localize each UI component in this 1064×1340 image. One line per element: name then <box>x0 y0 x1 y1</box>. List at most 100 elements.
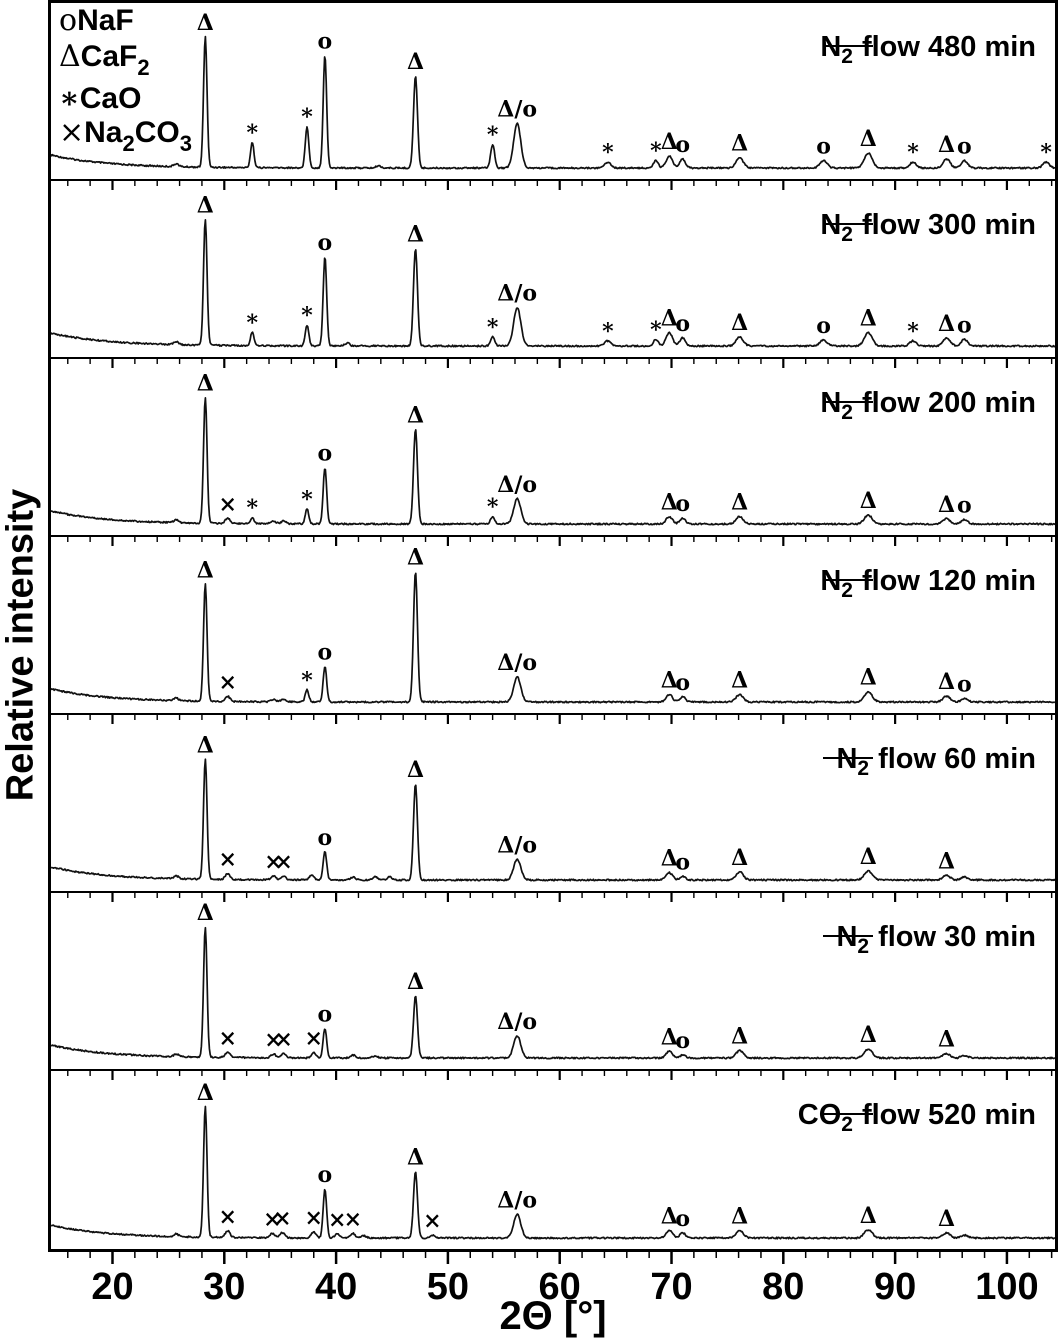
peak-marker: o <box>318 639 333 665</box>
peak-marker: o <box>675 1206 690 1232</box>
peak-marker: × <box>264 1027 282 1053</box>
peak-marker: Δ/o <box>497 281 537 307</box>
peak-marker: Δ/o <box>497 97 537 123</box>
panel-plot: Δ× ×× ×oΔΔ/oΔo Δ Δ ΔN2 flow 30 min <box>51 893 1055 1060</box>
peak-marker: ∗ <box>299 298 314 324</box>
series-legend-label: N2 flow 480 min <box>820 31 1036 68</box>
diffraction-trace <box>51 1105 1055 1240</box>
peak-marker: o <box>675 311 690 337</box>
peak-marker: Δ <box>407 1144 424 1170</box>
peak-marker: × <box>218 1025 236 1051</box>
peak-marker: Δ <box>938 849 955 875</box>
peak-marker: ∗ <box>299 482 314 508</box>
peak-marker: Δ <box>860 1203 877 1229</box>
peak-marker: × <box>273 1206 291 1232</box>
peak-marker: Δ <box>407 221 424 247</box>
peak-marker: o <box>957 671 972 697</box>
phase-legend-entry: ∗CaO <box>59 81 141 116</box>
peak-marker: Δ <box>197 370 214 396</box>
peak-marker: Δ <box>860 306 877 332</box>
peak-marker: ∗ <box>905 314 920 340</box>
peak-marker: Δ/o <box>497 1187 537 1213</box>
peak-marker: Δ <box>938 492 955 518</box>
peak-marker: × <box>328 1207 346 1233</box>
peak-marker: Δ <box>938 1206 955 1232</box>
series-legend-label: CO2 flow 520 min <box>798 1099 1036 1136</box>
peak-marker: Δ <box>407 402 424 428</box>
peak-marker: o <box>318 230 333 256</box>
peak-marker: ∗ <box>485 117 500 143</box>
y-axis-label: Relative intensity <box>0 488 42 802</box>
tick-label: 90 <box>874 1266 916 1302</box>
peak-marker: Δ <box>197 557 214 583</box>
peak-marker: Δ/o <box>497 472 537 498</box>
tick-label: 40 <box>315 1266 357 1302</box>
peak-marker: o <box>675 1028 690 1054</box>
peak-marker: ∗ <box>245 491 260 517</box>
peak-marker: Δ <box>407 545 424 571</box>
tick-label: 80 <box>762 1266 804 1302</box>
peak-marker: Δ <box>938 1027 955 1053</box>
peak-marker: × <box>304 1026 322 1052</box>
peak-marker: Δ <box>731 845 748 871</box>
peak-marker: Δ <box>938 132 955 158</box>
peak-marker: ∗ <box>600 135 615 161</box>
peak-marker: Δ <box>661 129 678 155</box>
peak-marker: Δ <box>661 490 678 516</box>
peak-marker: o <box>816 134 831 160</box>
panel-plot: Δ× ××oΔΔ/oΔo Δ Δ ΔN2 flow 60 min <box>51 715 1055 882</box>
series-legend-label: N2 flow 120 min <box>820 565 1036 602</box>
peak-marker: Δ <box>731 490 748 516</box>
diffraction-trace <box>51 758 1055 882</box>
peak-marker: Δ <box>661 306 678 332</box>
diffraction-trace <box>51 926 1055 1060</box>
peak-marker: ∗ <box>600 314 615 340</box>
peak-marker: Δ <box>731 1024 748 1050</box>
peak-marker: Δ <box>197 192 214 218</box>
peak-marker: Δ <box>731 668 748 694</box>
peak-marker: × <box>218 669 236 695</box>
peak-marker: Δ <box>197 900 214 926</box>
peak-marker: o <box>675 491 690 517</box>
peak-marker: ∗ <box>485 490 500 516</box>
peak-marker: Δ/o <box>497 832 537 858</box>
peak-marker: Δ <box>661 1024 678 1050</box>
series-legend-label: N2 flow 200 min <box>820 387 1036 424</box>
peak-marker: ∗ <box>245 305 260 331</box>
peak-marker: Δ <box>731 310 748 336</box>
peak-marker: × <box>304 1205 322 1231</box>
peak-marker: × <box>218 1204 236 1230</box>
peak-marker: × <box>344 1207 362 1233</box>
peak-marker: ∗ <box>299 663 314 689</box>
peak-marker: Δ <box>661 846 678 872</box>
x-axis-label: 2Θ [°] <box>499 1294 607 1338</box>
diffraction-trace <box>51 572 1055 704</box>
peak-marker: ∗ <box>245 116 260 142</box>
peak-marker: × <box>274 1026 292 1052</box>
peak-marker: Δ <box>407 49 424 75</box>
x-axis: 20 30 40 50 60 70 80 90 100 <box>51 1252 1055 1308</box>
peak-marker: Δ <box>197 10 214 36</box>
peak-marker: o <box>957 134 972 160</box>
peak-marker: ∗ <box>485 310 500 336</box>
peak-marker: Δ <box>860 1022 877 1048</box>
peak-marker: ∗ <box>299 99 314 125</box>
peak-marker: Δ <box>860 126 877 152</box>
peak-marker: Δ <box>197 1080 214 1106</box>
tick-label: 30 <box>203 1266 245 1302</box>
peak-marker: Δ <box>731 131 748 157</box>
peak-marker: Δ <box>731 1204 748 1230</box>
peak-marker: o <box>675 849 690 875</box>
peak-marker: × <box>264 849 282 875</box>
peak-marker: Δ <box>860 844 877 870</box>
